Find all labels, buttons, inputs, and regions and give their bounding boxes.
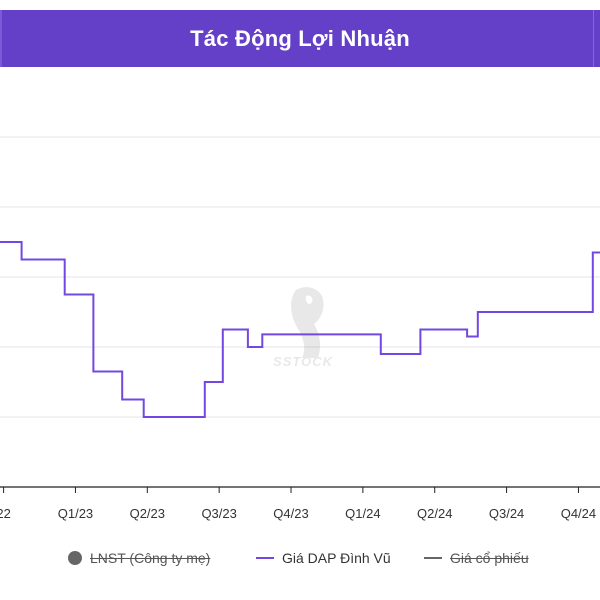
x-axis-labels: 22 Q1/23 Q2/23 Q3/23 Q4/23 Q1/24 Q2/24 Q3/24 Q4/… [0, 506, 596, 521]
watermark: SSTOCK [273, 287, 334, 369]
legend: LNST (Công ty mẹ) Giá DAP Đình Vũ Giá cổ… [0, 546, 600, 570]
legend-label: LNST (Công ty mẹ) [90, 550, 211, 566]
x-tick-label: Q2/24 [417, 506, 452, 521]
legend-label: Giá DAP Đình Vũ [282, 550, 391, 566]
legend-label: Giá cổ phiếu [450, 550, 529, 566]
gridlines [0, 136, 600, 418]
x-tick-label: Q2/23 [130, 506, 165, 521]
legend-item-dap-price[interactable]: Giá DAP Đình Vũ [256, 546, 391, 570]
x-tick-label: Q3/24 [489, 506, 524, 521]
series-layer [0, 241, 600, 418]
x-tick-label: 22 [0, 506, 11, 521]
horse-logo-icon [291, 287, 324, 358]
legend-item-lnst[interactable]: LNST (Công ty mẹ) [68, 546, 210, 570]
header-left-edge [0, 10, 2, 67]
legend-circle-icon [68, 551, 82, 565]
legend-line-icon [256, 557, 274, 559]
chart-header: Tác Động Lợi Nhuận [0, 10, 600, 67]
header-right-edge [593, 10, 594, 67]
series-line-dap-price [0, 241, 600, 418]
x-tick-label: Q3/23 [201, 506, 236, 521]
legend-line-icon [424, 557, 442, 559]
x-tick-label: Q1/24 [345, 506, 380, 521]
x-tick-label: Q4/23 [273, 506, 308, 521]
x-axis-ticks [3, 487, 579, 493]
x-tick-label: Q1/23 [58, 506, 93, 521]
chart-title: Tác Động Lợi Nhuận [190, 25, 410, 51]
legend-item-stock-price[interactable]: Giá cổ phiếu [424, 546, 529, 570]
x-tick-label: Q4/24 [561, 506, 596, 521]
watermark-text: SSTOCK [273, 354, 334, 369]
